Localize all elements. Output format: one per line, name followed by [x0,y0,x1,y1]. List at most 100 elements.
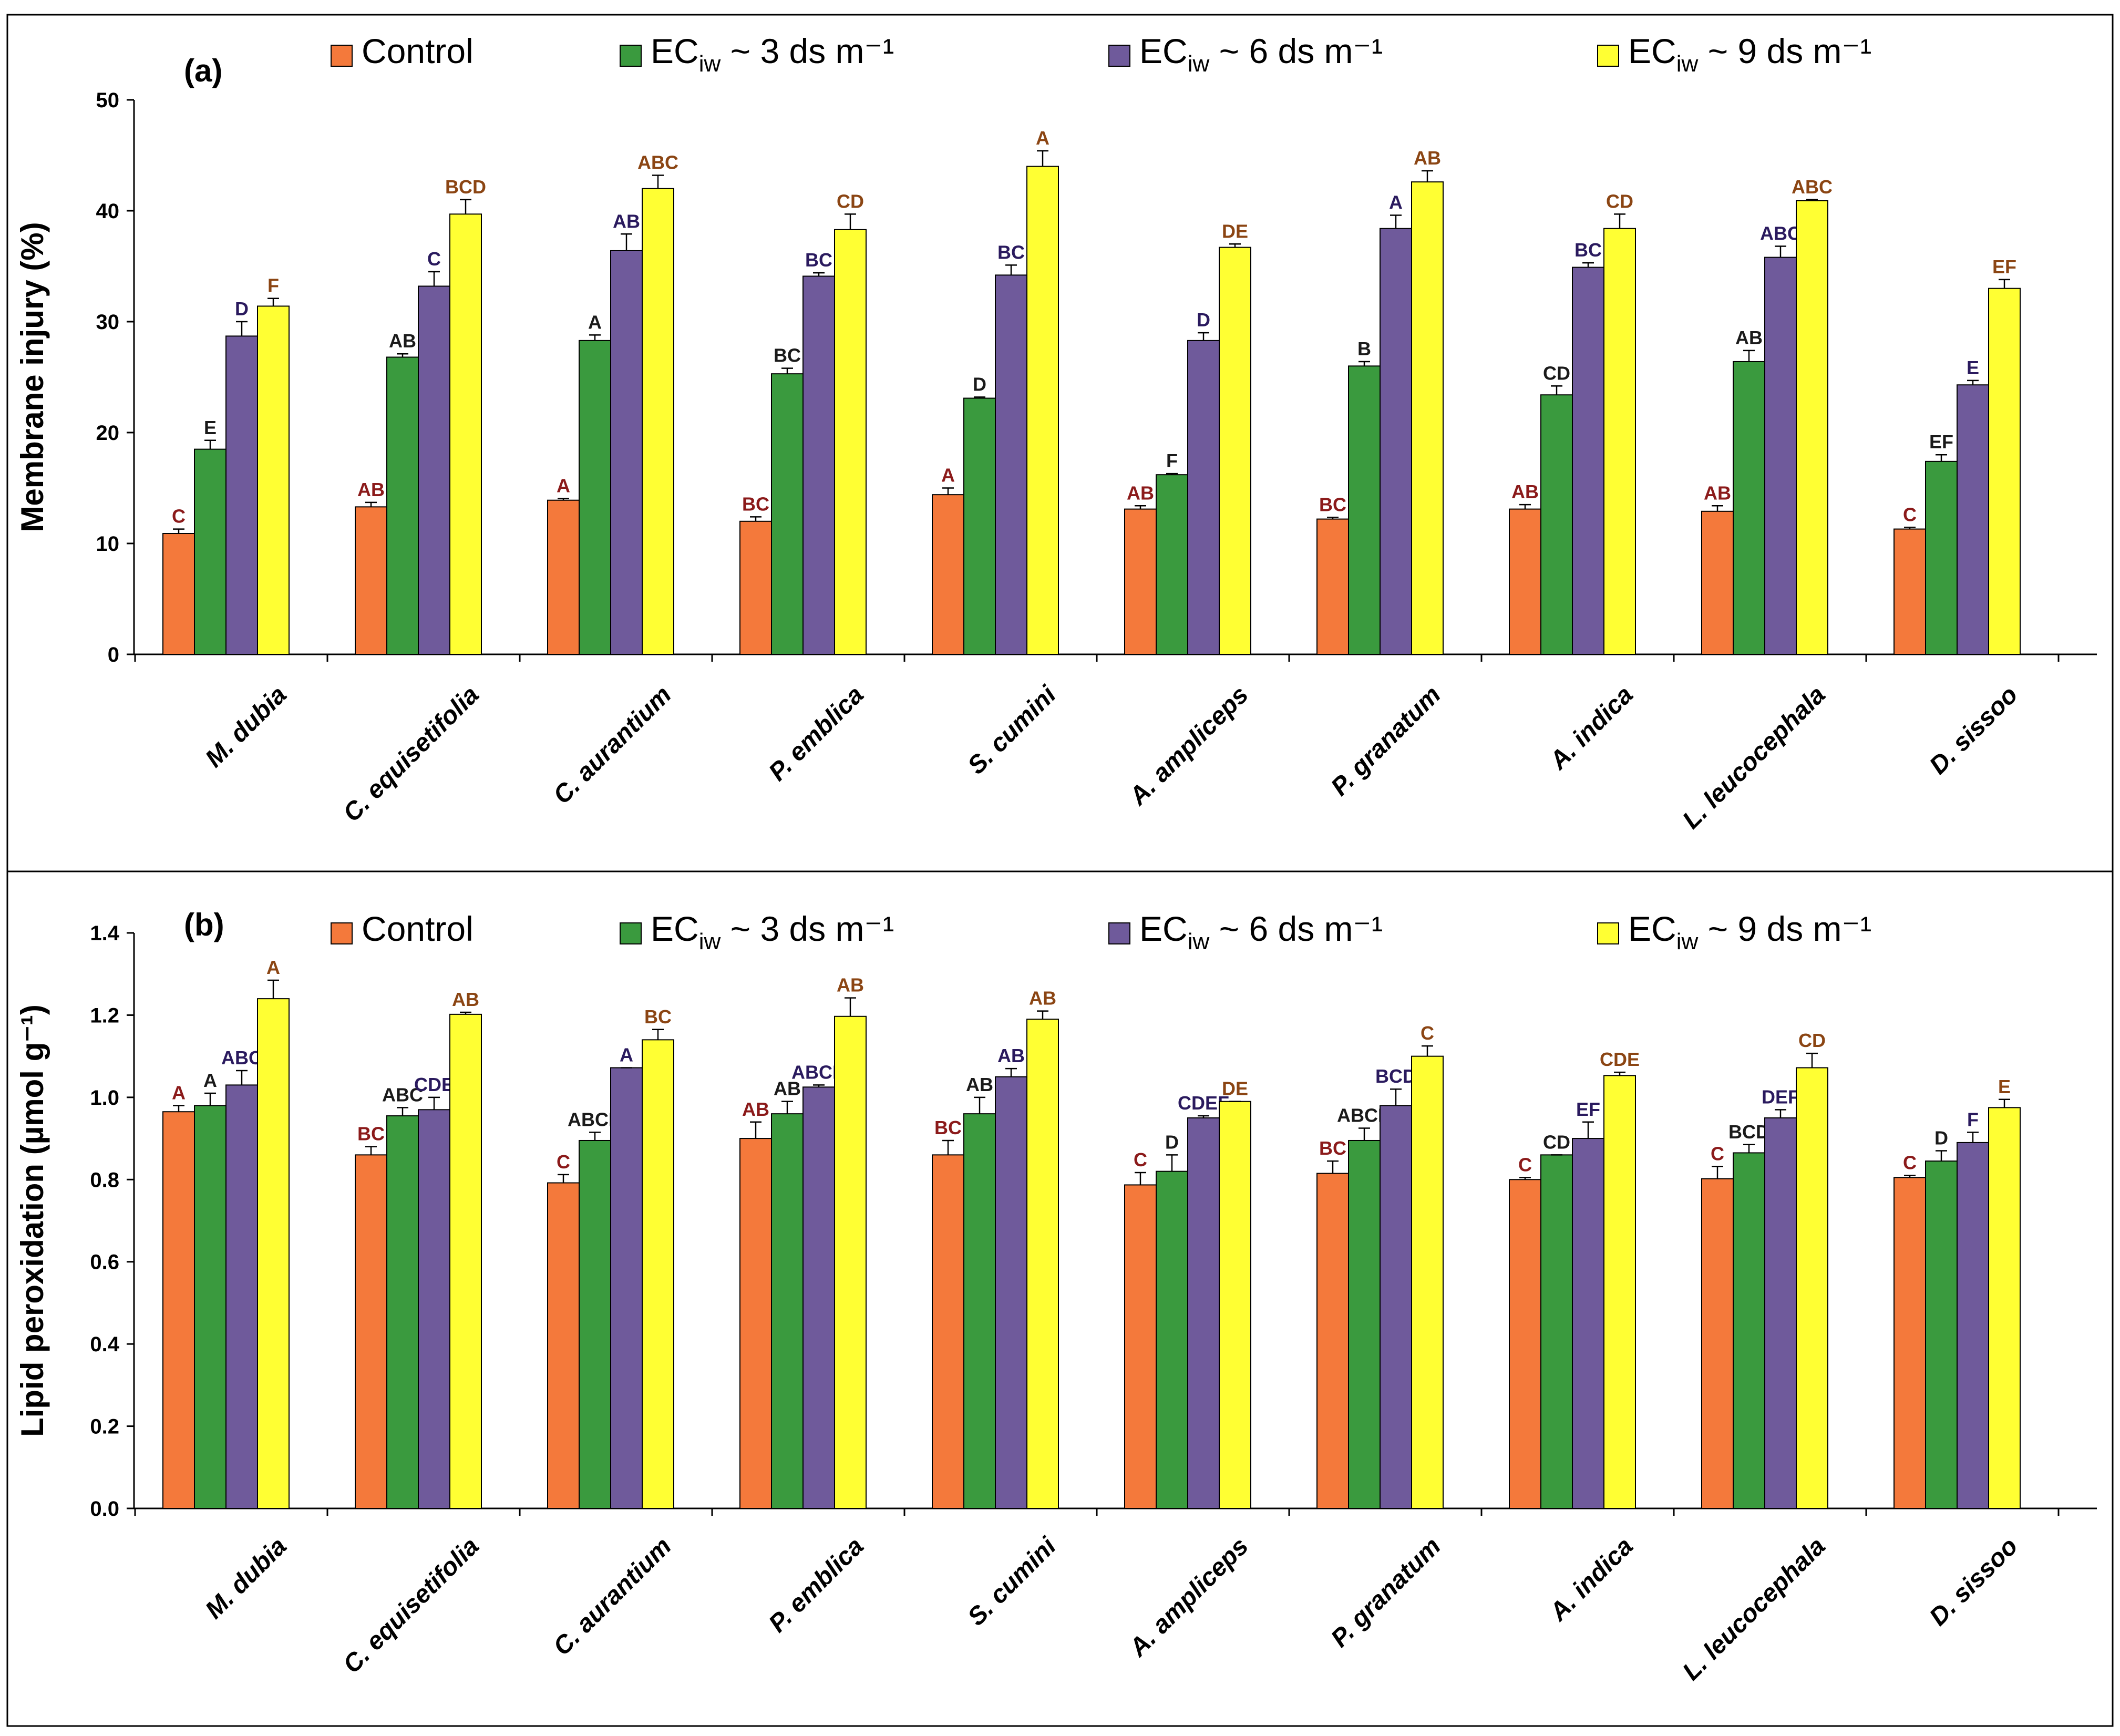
bar [1701,510,1734,655]
bar [1957,384,1989,655]
significance-letter: C [1903,1152,1917,1173]
bar [449,1013,482,1509]
significance-letter: AB [742,1098,769,1120]
bar [1316,1173,1349,1509]
bar [610,1067,643,1509]
bar [1764,1117,1797,1509]
significance-letter: BC [934,1117,962,1138]
bar [995,274,1027,655]
y-tick-label: 20 [96,422,120,445]
significance-letter: D [1197,309,1210,331]
legend-label: ECiw ~ 3 ds m⁻¹ [651,909,894,954]
legend-swatch [1108,45,1130,67]
significance-letter: AB [966,1074,993,1095]
bar [194,1105,227,1509]
bar [1701,1178,1734,1509]
bar [547,1182,580,1509]
legend-label: ECiw ~ 9 ds m⁻¹ [1628,909,1871,954]
bar [932,494,964,655]
legend-swatch [331,45,353,67]
significance-letter: EF [1576,1098,1600,1120]
bar [386,1115,419,1509]
y-tick-label: 0.0 [90,1497,119,1521]
bar [418,1109,450,1509]
bar [1316,518,1349,655]
significance-letter: C [172,506,186,527]
bar [1796,1067,1828,1509]
significance-letter: AB [997,1045,1025,1066]
significance-letter: AB [452,989,479,1010]
bar [257,998,290,1509]
significance-letter: CDE [414,1074,454,1095]
y-tick-label: 0.2 [90,1415,119,1439]
bar [642,1039,674,1509]
significance-letter: AB [1029,988,1056,1009]
significance-letter: CD [1798,1030,1826,1051]
significance-letter: A [266,957,280,978]
bar [1026,1019,1059,1509]
significance-letter: B [1357,338,1371,359]
significance-letter: EF [1929,431,1953,453]
significance-letter: ABC [221,1047,262,1069]
bar [547,499,580,655]
bar [995,1076,1027,1509]
bar [1988,1107,2021,1509]
bar [1187,340,1220,655]
bar [834,229,867,655]
significance-letter: BCD [445,176,486,198]
legend-label: ECiw ~ 6 ds m⁻¹ [1139,32,1383,77]
significance-letter: AB [389,330,416,352]
significance-letter: AB [613,210,640,232]
significance-letter: F [1166,450,1178,471]
significance-letter: BC [644,1006,672,1028]
significance-letter: ABC [637,151,678,173]
significance-letter: C [1134,1149,1147,1170]
bar [579,340,611,655]
bar [1219,246,1251,655]
bar [1733,1152,1765,1509]
significance-letter: BCD [1728,1121,1769,1143]
bar [771,1113,804,1509]
significance-letter: CD [1543,362,1570,384]
legend-swatch [331,922,353,944]
bar [802,275,835,655]
significance-letter: A [203,1070,217,1091]
significance-letter: D [973,373,986,395]
bar [1380,1105,1412,1509]
bar [257,305,290,655]
bar [1893,528,1926,655]
significance-letter: D [1165,1131,1179,1153]
bar [739,520,772,655]
bar [834,1015,867,1509]
significance-letter: ABC [1792,176,1833,198]
significance-letter: A [1389,191,1403,213]
panel-label: (a) [184,53,222,88]
bar [1572,266,1604,655]
bar [1026,166,1059,655]
bar [225,1084,258,1509]
bar [1540,394,1573,655]
significance-letter: AB [1735,327,1763,348]
bar [739,1138,772,1509]
bar [802,1086,835,1509]
significance-letter: CDE [1600,1049,1640,1070]
y-tick-label: 30 [96,311,120,334]
significance-letter: AB [774,1078,801,1100]
bar [1925,1160,1958,1509]
bar [1411,1055,1444,1509]
bar [1219,1101,1251,1509]
bar [162,1111,195,1509]
bar [1348,365,1381,655]
bar [1124,1184,1157,1509]
significance-letter: E [1998,1076,2011,1097]
legend-swatch [620,45,642,67]
bar [1572,1138,1604,1509]
significance-letter: BC [1319,1137,1346,1159]
significance-letter: E [204,417,217,438]
significance-letter: A [172,1082,186,1104]
significance-letter: C [1711,1143,1724,1164]
bar [225,335,258,655]
bar [1411,181,1444,655]
significance-letter: ABC [382,1084,423,1105]
y-tick-label: 40 [96,200,120,223]
